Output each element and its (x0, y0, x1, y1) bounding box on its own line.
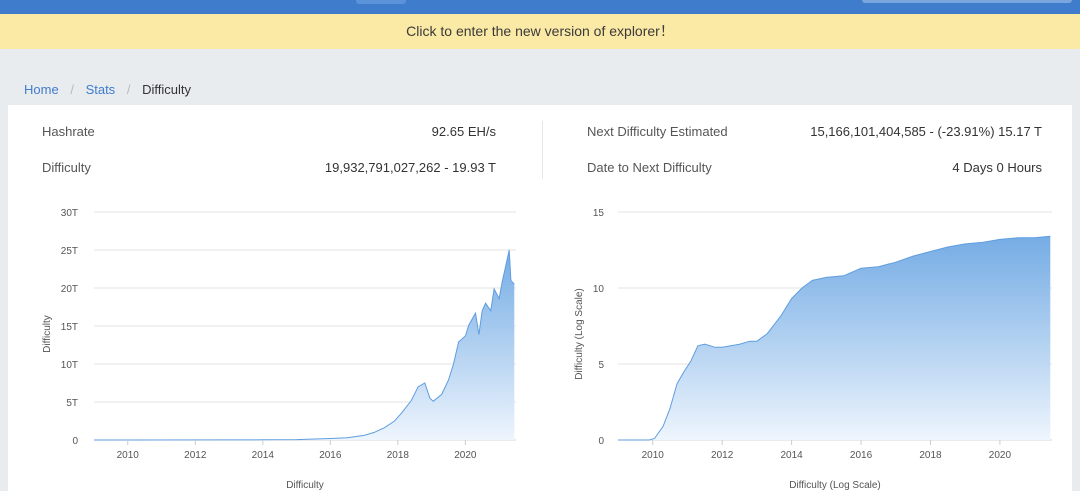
breadcrumb-home-link[interactable]: Home (24, 82, 59, 97)
hashrate-label: Hashrate (42, 124, 95, 139)
y-tick-label: 5 (598, 360, 604, 371)
y-axis-title: Difficulty (Log Scale) (574, 288, 585, 380)
difficulty-log-chart: 0 5 10 15 2010 2012 2014 2016 2018 2020 Difficulty… (574, 208, 1052, 491)
next-difficulty-value: 15,166,101,404,585 - (-23.91%) 15.17 T (810, 124, 1042, 139)
x-axis-title: Difficulty (Log Scale) (789, 480, 881, 491)
x-tick-label: 2016 (850, 450, 873, 461)
x-tick-label: 2012 (184, 450, 207, 461)
breadcrumb-separator: / (70, 82, 74, 97)
nav-active-item[interactable] (356, 0, 406, 4)
difficulty-label: Difficulty (42, 160, 91, 175)
y-tick-label: 5T (66, 398, 78, 409)
x-tick-label: 2016 (319, 450, 342, 461)
breadcrumb-current: Difficulty (142, 82, 191, 97)
y-tick-label: 10 (593, 284, 605, 295)
difficulty-area (94, 250, 515, 440)
y-tick-label: 15T (61, 322, 78, 333)
date-next-label: Date to Next Difficulty (587, 160, 712, 175)
difficulty-chart: 0 5T 10T 15T 20T 25T 30T 2010 2012 2014 2016 2018 20… (42, 208, 516, 491)
x-tick-label: 2018 (919, 450, 942, 461)
breadcrumb-separator: / (126, 82, 131, 97)
x-tick-label: 2020 (454, 450, 477, 461)
difficulty-value: 19,932,791,027,262 - 19.93 T (324, 160, 496, 175)
x-axis-title: Difficulty (286, 480, 324, 491)
y-tick-label: 0 (598, 436, 604, 447)
x-tick-label: 2018 (387, 450, 410, 461)
difficulty-line (93, 249, 515, 441)
date-next-value: 4 Days 0 Hours (952, 160, 1042, 175)
y-tick-label: 0 (72, 436, 78, 447)
breadcrumb-stats-link[interactable]: Stats (85, 82, 116, 97)
y-tick-label: 30T (61, 208, 78, 219)
y-axis-title: Difficulty (42, 315, 53, 353)
x-tick-label: 2010 (642, 450, 665, 461)
y-tick-label: 15 (593, 208, 605, 219)
stats-divider (542, 121, 543, 179)
next-difficulty-label: Next Difficulty Estimated (587, 124, 728, 139)
x-tick-label: 2014 (252, 450, 275, 461)
new-version-banner[interactable]: Click to enter the new version of explor… (0, 14, 1080, 49)
hashrate-value: 92.65 EH/s (431, 124, 496, 139)
x-tick-label: 2020 (989, 450, 1012, 461)
x-tick-label: 2012 (711, 450, 734, 461)
breadcrumb: Home / Stats / Difficulty (24, 82, 191, 97)
difficulty-line (618, 235, 1051, 441)
y-tick-label: 20T (61, 284, 78, 295)
y-tick-label: 25T (61, 246, 78, 257)
search-input[interactable] (862, 0, 1072, 3)
difficulty-area (618, 236, 1051, 440)
top-navbar (0, 0, 1080, 14)
x-tick-label: 2014 (780, 450, 803, 461)
y-tick-label: 10T (61, 360, 78, 371)
x-tick-label: 2010 (117, 450, 140, 461)
